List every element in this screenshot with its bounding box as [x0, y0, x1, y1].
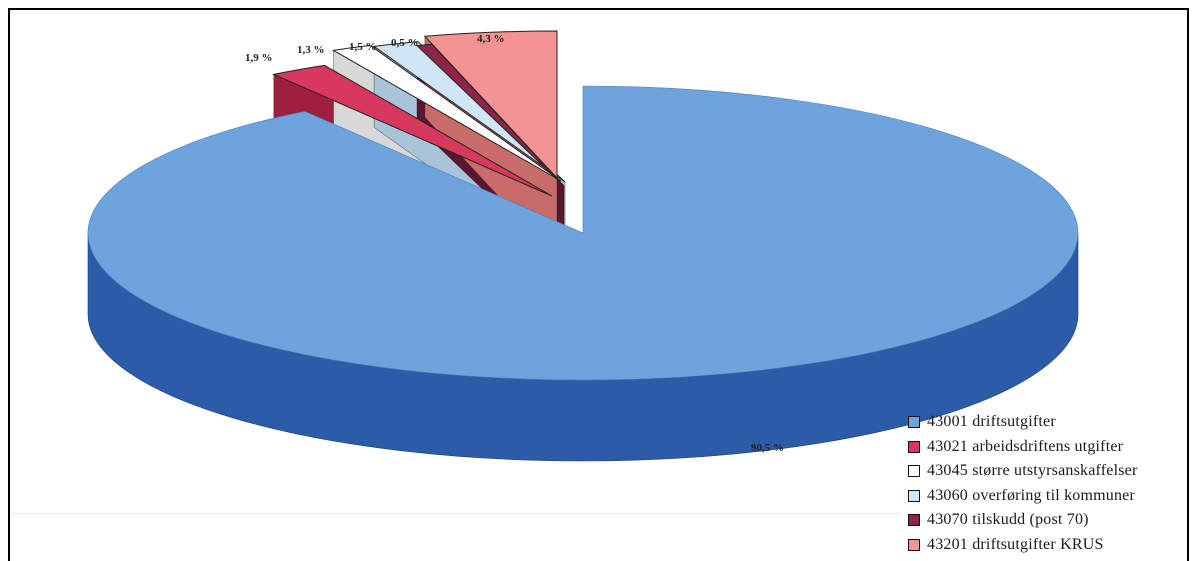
legend-swatch [908, 489, 920, 502]
legend-swatch [908, 465, 920, 478]
data-label: 0,5 % [391, 37, 419, 49]
legend-label: 43021 arbeidsdriftens utgifter [927, 437, 1124, 455]
legend-swatch [908, 538, 920, 551]
legend: 43001 driftsutgifter 43021 arbeidsdriften… [908, 410, 1193, 557]
pie-slice [87, 85, 1079, 381]
legend-swatch [908, 416, 920, 429]
pie-tops [87, 30, 1079, 381]
data-label: 1,3 % [297, 44, 325, 56]
pie-slice [272, 64, 553, 197]
pie-slice [423, 30, 558, 180]
data-label: 1,9 % [245, 52, 273, 64]
pie-data-labels: 90,5 % 1,9 % 1,3 % 1,5 % 0,5 % 4,3 % [245, 33, 784, 454]
pie-slice [332, 44, 562, 182]
legend-label: 43070 tilskudd (post 70) [927, 511, 1089, 529]
data-label: 4,3 % [477, 33, 505, 45]
legend-swatch [908, 440, 920, 453]
legend-item: 43060 overføring til kommuner [908, 484, 1193, 509]
legend-item: 43070 tilskudd (post 70) [908, 508, 1193, 533]
legend-item: 43001 driftsutgifter [908, 410, 1193, 435]
pie-slice [372, 41, 566, 183]
legend-item: 43021 arbeidsdriftens utgifter [908, 435, 1193, 460]
divider [10, 513, 900, 514]
legend-item: 43201 driftsutgifter KRUS [908, 533, 1193, 558]
data-label: 1,5 % [349, 41, 377, 53]
legend-label: 43045 større utstyrsanskaffelser [927, 462, 1138, 480]
legend-item: 43045 større utstyrsanskaffelser [908, 459, 1193, 484]
legend-label: 43201 driftsutgifter KRUS [927, 535, 1104, 553]
legend-label: 43060 overføring til kommuner [927, 486, 1135, 504]
legend-swatch [908, 514, 920, 527]
data-label: 90,5 % [751, 442, 784, 454]
legend-label: 43001 driftsutgifter [927, 413, 1056, 431]
